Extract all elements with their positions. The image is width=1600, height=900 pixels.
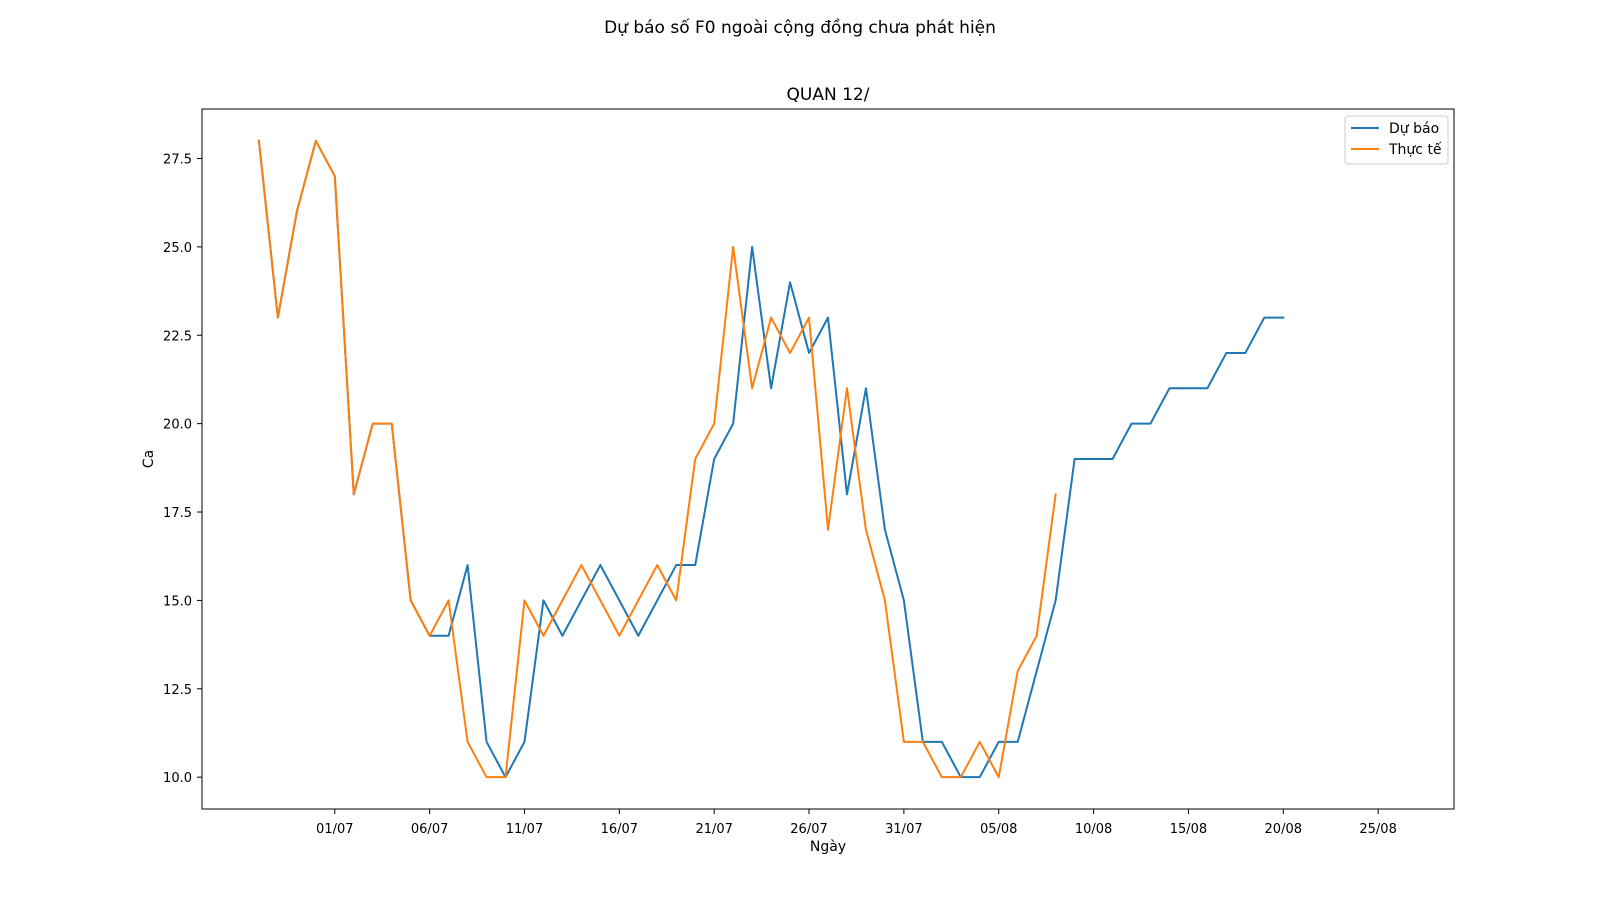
y-axis-label: Ca (141, 450, 157, 468)
x-tick-label: 25/08 (1359, 822, 1396, 837)
x-tick-label: 26/07 (790, 822, 827, 837)
x-tick-label: 01/07 (316, 822, 353, 837)
x-tick-label: 15/08 (1170, 822, 1207, 837)
plot-area (201, 108, 1455, 810)
x-tick-label: 20/08 (1265, 822, 1302, 837)
legend-label-thuc-te: Thực tế (1388, 141, 1442, 158)
series-lines (257, 139, 1285, 779)
x-axis-label: Ngày (810, 839, 846, 855)
y-tick-label: 12.5 (163, 683, 192, 698)
plot-frame (201, 108, 1455, 810)
figure-suptitle: Dự báo số F0 ngoài cộng đồng chưa phát h… (604, 17, 996, 38)
y-tick-label: 27.5 (163, 152, 192, 167)
y-axis: 10.0 12.5 15.0 17.5 20.0 22.5 25.0 27.5 (163, 152, 202, 786)
y-tick-label: 17.5 (163, 506, 192, 521)
legend: Dự báo Thực tế (1344, 115, 1449, 165)
y-tick-label: 25.0 (163, 241, 192, 256)
x-tick-label: 06/07 (411, 822, 448, 837)
y-tick-label: 15.0 (163, 594, 192, 609)
y-tick-label: 10.0 (163, 771, 192, 786)
y-tick-label: 20.0 (163, 418, 192, 433)
chart-title: QUAN 12/ (787, 85, 870, 105)
x-axis: 01/07 06/07 11/07 16/07 21/07 26/07 31/07 05/08… (316, 809, 1397, 837)
x-tick-label: 11/07 (506, 822, 543, 837)
series-line-thuc-te (257, 139, 1057, 779)
y-tick-label: 22.5 (163, 329, 192, 344)
legend-label-du-bao: Dự báo (1389, 121, 1439, 137)
x-tick-label: 16/07 (601, 822, 638, 837)
x-tick-label: 21/07 (695, 822, 732, 837)
x-tick-label: 05/08 (980, 822, 1017, 837)
x-tick-label: 31/07 (885, 822, 922, 837)
x-tick-label: 10/08 (1075, 822, 1112, 837)
